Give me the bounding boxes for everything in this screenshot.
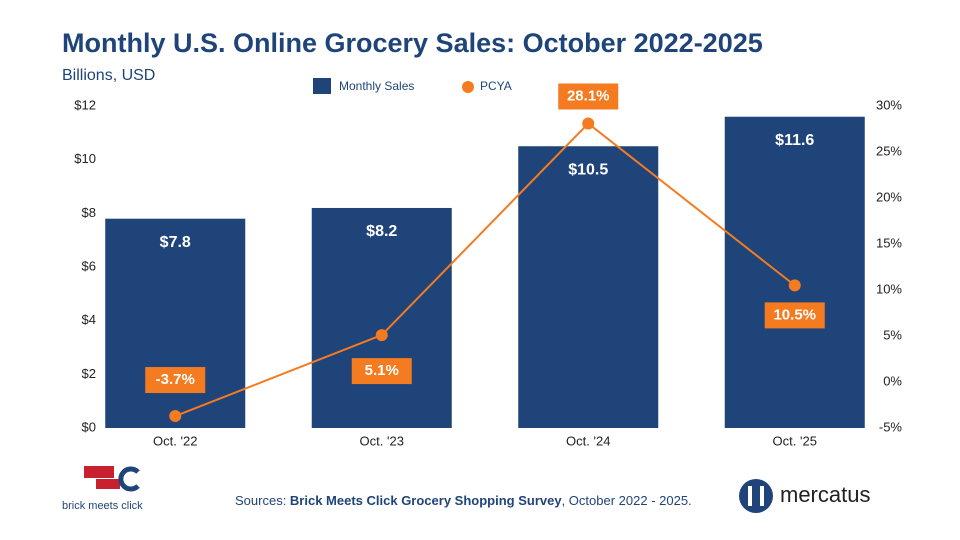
bar-value-label: $11.6 xyxy=(775,132,814,149)
legend-swatch xyxy=(462,81,474,93)
y2-tick-label: 15% xyxy=(876,235,902,250)
y-tick-label: $4 xyxy=(82,312,96,327)
y2-tick-label: -5% xyxy=(879,419,903,434)
logo-right: mercatus xyxy=(739,479,870,513)
source: Sources: Brick Meets Click Grocery Shopp… xyxy=(235,493,692,508)
logo-shape xyxy=(96,479,120,489)
line xyxy=(174,122,796,417)
line-value-label: 5.1% xyxy=(365,362,399,379)
y-tick-label: $6 xyxy=(82,258,96,273)
line-value-label: 28.1% xyxy=(567,87,610,104)
chart-subtitle: Billions, USD xyxy=(62,67,155,84)
value-label-box xyxy=(764,302,825,329)
logo-shape xyxy=(748,486,752,506)
logo-shape xyxy=(739,479,773,513)
bar-value-label: $7.8 xyxy=(160,234,191,251)
logo-text: brick meets click xyxy=(62,500,143,512)
line-value-label: -3.7% xyxy=(156,371,195,388)
bar xyxy=(311,207,452,428)
bar-value-label: $10.5 xyxy=(568,161,608,178)
line-value-label: 10.5% xyxy=(773,306,816,323)
line-point xyxy=(375,329,388,342)
bar xyxy=(518,146,659,428)
y-tick-label: $0 xyxy=(82,419,96,434)
logo-text: mercatus xyxy=(780,482,870,507)
line-point xyxy=(582,117,595,130)
source-survey: Brick Meets Click Grocery Shopping Surve… xyxy=(290,493,562,508)
y-tick-label: $2 xyxy=(82,366,96,381)
y2-tick-label: 30% xyxy=(876,97,902,112)
y-tick-label: $8 xyxy=(82,205,96,220)
value-label-box xyxy=(145,367,206,394)
bar xyxy=(105,218,246,428)
y-tick-label: $10 xyxy=(74,151,96,166)
legend-label: Monthly Sales xyxy=(339,79,414,93)
value-label-box xyxy=(558,83,619,110)
value-label-box xyxy=(351,358,412,385)
legend-swatch xyxy=(313,78,331,94)
y2-tick-label: 10% xyxy=(876,281,902,296)
bar-value-label: $8.2 xyxy=(366,223,397,240)
source-prefix: Sources: xyxy=(235,493,290,508)
source-suffix: , October 2022 - 2025. xyxy=(562,493,692,508)
x-tick-label: Oct. '22 xyxy=(153,433,197,448)
bar xyxy=(724,116,865,428)
y-tick-label: $12 xyxy=(74,97,96,112)
y2-tick-label: 20% xyxy=(876,189,902,204)
chart-title: Monthly U.S. Online Grocery Sales: Octob… xyxy=(62,28,763,58)
line-point xyxy=(169,410,182,423)
y2-tick-label: 0% xyxy=(883,373,902,388)
y2-tick-label: 5% xyxy=(883,327,902,342)
line-point xyxy=(788,279,801,292)
x-tick-label: Oct. '23 xyxy=(360,433,404,448)
y2-tick-label: 25% xyxy=(876,143,902,158)
x-tick-label: Oct. '24 xyxy=(566,433,610,448)
logo-shape xyxy=(84,466,114,478)
x-tick-label: Oct. '25 xyxy=(773,433,817,448)
legend-label: PCYA xyxy=(480,79,512,93)
logo-shape xyxy=(118,466,140,492)
logo-left: brick meets click xyxy=(62,466,143,512)
logo-shape xyxy=(760,486,764,506)
